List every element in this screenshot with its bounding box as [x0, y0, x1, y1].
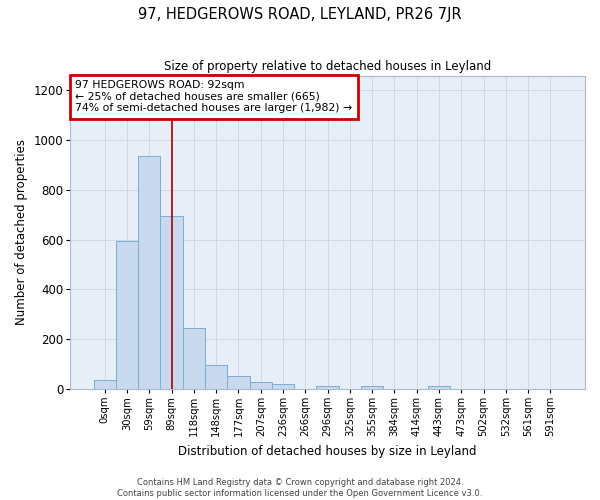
Bar: [428, 386, 450, 389]
Bar: [316, 386, 339, 389]
Bar: [361, 386, 383, 389]
Bar: [227, 376, 250, 389]
Bar: [160, 216, 183, 389]
Bar: [183, 328, 205, 389]
Text: Contains HM Land Registry data © Crown copyright and database right 2024.
Contai: Contains HM Land Registry data © Crown c…: [118, 478, 482, 498]
X-axis label: Distribution of detached houses by size in Leyland: Distribution of detached houses by size …: [178, 444, 477, 458]
Bar: [272, 384, 294, 389]
Text: 97 HEDGEROWS ROAD: 92sqm
← 25% of detached houses are smaller (665)
74% of semi-: 97 HEDGEROWS ROAD: 92sqm ← 25% of detach…: [76, 80, 353, 114]
Bar: [94, 380, 116, 389]
Bar: [250, 382, 272, 389]
Y-axis label: Number of detached properties: Number of detached properties: [15, 139, 28, 325]
Bar: [138, 156, 160, 389]
Bar: [116, 241, 138, 389]
Title: Size of property relative to detached houses in Leyland: Size of property relative to detached ho…: [164, 60, 491, 73]
Bar: [205, 365, 227, 389]
Text: 97, HEDGEROWS ROAD, LEYLAND, PR26 7JR: 97, HEDGEROWS ROAD, LEYLAND, PR26 7JR: [138, 8, 462, 22]
